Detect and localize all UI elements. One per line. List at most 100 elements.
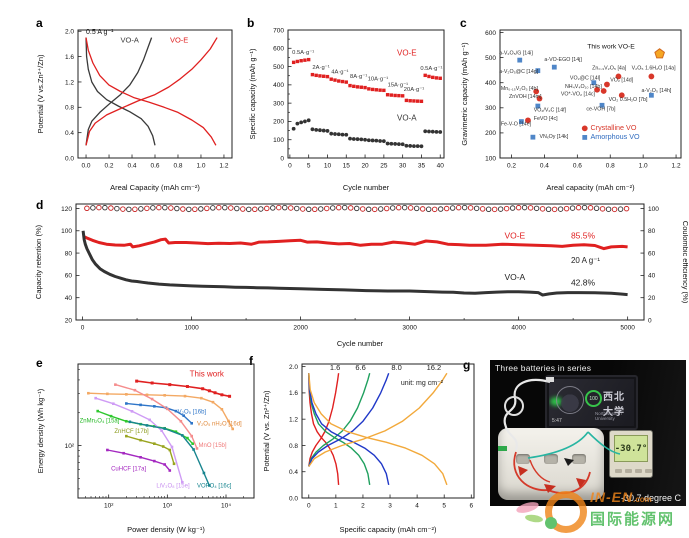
chart-mark	[340, 132, 345, 137]
chart-mark	[365, 206, 372, 213]
chart-mark	[617, 206, 624, 212]
photo-caption-temperature: -30.7 degree C	[620, 493, 681, 503]
chart-mark	[210, 205, 216, 211]
chart-text: VO₂ 0.5H₂O [7b]	[609, 97, 648, 103]
chart-mark	[536, 95, 543, 102]
chart-mark	[163, 463, 166, 466]
chart-text: FeVO [4c]	[534, 116, 558, 122]
chart-mark	[190, 421, 193, 425]
chart-mark	[385, 93, 390, 97]
watermark-leaf-icon	[515, 500, 540, 515]
chart-mark	[419, 206, 426, 212]
chart-mark	[545, 206, 552, 212]
chart-text: 4000	[511, 325, 526, 332]
chart-text: 0.8	[173, 163, 182, 170]
chart-mark	[228, 394, 232, 398]
chart-text: 1.2	[65, 79, 74, 86]
chart-mark	[130, 410, 134, 413]
chart-text: 2000	[293, 325, 308, 332]
panel-label-a: a	[36, 16, 43, 30]
chart-mark	[353, 205, 360, 212]
chart-mark	[336, 132, 341, 137]
chart-panel-d-cycling: 0 1000 2000 3000 4000 5000 20 40 60 80 100 120 Cycle…	[32, 196, 688, 350]
chart-text: 20	[65, 317, 73, 324]
chart-mark	[240, 206, 246, 212]
chart-mark	[122, 451, 125, 455]
chart-text: 60	[648, 250, 656, 257]
chart-text: ZnHCF [17b]	[114, 429, 149, 435]
chart-text: 0.6	[573, 163, 582, 170]
chart-mark	[162, 204, 168, 211]
chart-text: MnO [15b]	[199, 443, 227, 449]
chart-text: V₂O₅ [16b]	[178, 410, 207, 416]
chart-text: 1.0	[639, 163, 648, 170]
chart-text: a-V₂O₅/G [14i]	[499, 51, 533, 57]
chart-mark	[389, 93, 394, 97]
chart-mark	[563, 205, 570, 212]
chart-mark	[312, 206, 318, 213]
chart-mark	[352, 84, 356, 89]
chart-text: 8.0	[391, 363, 401, 372]
chart-mark	[370, 87, 375, 92]
chart-mark	[201, 387, 205, 391]
chart-mark	[408, 99, 412, 103]
chart-text: Areal capacity (mAh cm⁻²)	[546, 183, 635, 192]
chart-mark	[109, 414, 113, 418]
chart-mark	[575, 204, 582, 211]
chart-text: V₂O₅ 1.6H₂O [14a]	[632, 66, 676, 72]
chart-svg-b: 0 5 10 15 20 25 30 35 400100200300400500600700Cy…	[248, 27, 445, 192]
chart-mark	[306, 118, 311, 123]
chart-text: 1	[334, 503, 338, 510]
chart-text: 10²	[65, 443, 75, 450]
chart-mark	[485, 206, 492, 213]
chart-mark	[133, 388, 137, 392]
chart-mark	[185, 385, 189, 389]
chart-mark	[438, 130, 443, 134]
chart-text: 1.6	[289, 390, 298, 397]
chart-mark	[408, 144, 413, 148]
chart-text: 0	[288, 163, 292, 170]
chart-mark	[85, 37, 156, 146]
chart-text: Cycle number	[343, 183, 390, 192]
chart-mark	[306, 206, 312, 213]
chart-text: 5	[442, 503, 446, 510]
chart-mark	[153, 442, 156, 445]
chart-mark	[211, 400, 215, 404]
chart-text: 0	[648, 317, 652, 324]
chart-mark	[396, 142, 401, 147]
green-ring-badge: 100	[585, 390, 602, 407]
chart-mark	[347, 205, 354, 211]
chart-text: 6.6	[355, 363, 365, 372]
chart-mark	[370, 138, 375, 143]
chart-text: VO-A	[397, 114, 417, 123]
chart-mark	[303, 119, 307, 124]
chart-mark	[378, 139, 382, 143]
chart-text: 20A·g⁻¹	[404, 87, 425, 93]
chart-mark	[291, 126, 296, 131]
chart-text: 0.5A·g⁻¹	[292, 50, 314, 56]
tablet-screen: 100 西北大学 Northwestern University 5:47	[549, 379, 634, 426]
thermometer-reading: -30.7°	[614, 443, 648, 454]
chart-text: 6	[469, 503, 473, 510]
chart-mark	[479, 206, 486, 212]
chart-mark	[222, 204, 228, 211]
chart-mark	[413, 205, 420, 212]
chart-mark	[94, 396, 97, 400]
thermometer-button	[635, 469, 642, 473]
chart-text: 600	[485, 30, 496, 37]
chart-mark	[371, 206, 378, 213]
watermark-text: IN-EN.com 国际能源网	[590, 489, 675, 529]
chart-text: 120	[61, 206, 72, 213]
chart-mark	[202, 471, 206, 475]
chart-mark	[533, 88, 540, 95]
chart-panel-f-mass-loading: 0 1 2 3 4 5 6 0.0 0.4 0.8 1.2 1.6 2.0 Specific capaci…	[260, 352, 482, 536]
chart-mark	[181, 480, 184, 484]
chart-text: 100	[485, 155, 496, 162]
chart-mark	[333, 78, 337, 82]
chart-mark	[591, 80, 597, 86]
chart-mark	[282, 204, 288, 211]
chart-mark	[192, 206, 198, 213]
chart-mark	[321, 128, 326, 133]
chart-mark	[85, 37, 218, 146]
chart-mark	[503, 205, 510, 212]
